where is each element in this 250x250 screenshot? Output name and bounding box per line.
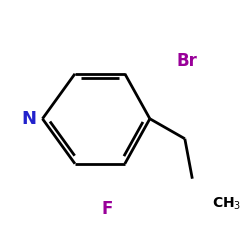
Text: N: N <box>21 110 36 128</box>
Text: F: F <box>102 200 113 218</box>
Text: CH$_3$: CH$_3$ <box>212 196 242 212</box>
Text: Br: Br <box>177 52 198 70</box>
